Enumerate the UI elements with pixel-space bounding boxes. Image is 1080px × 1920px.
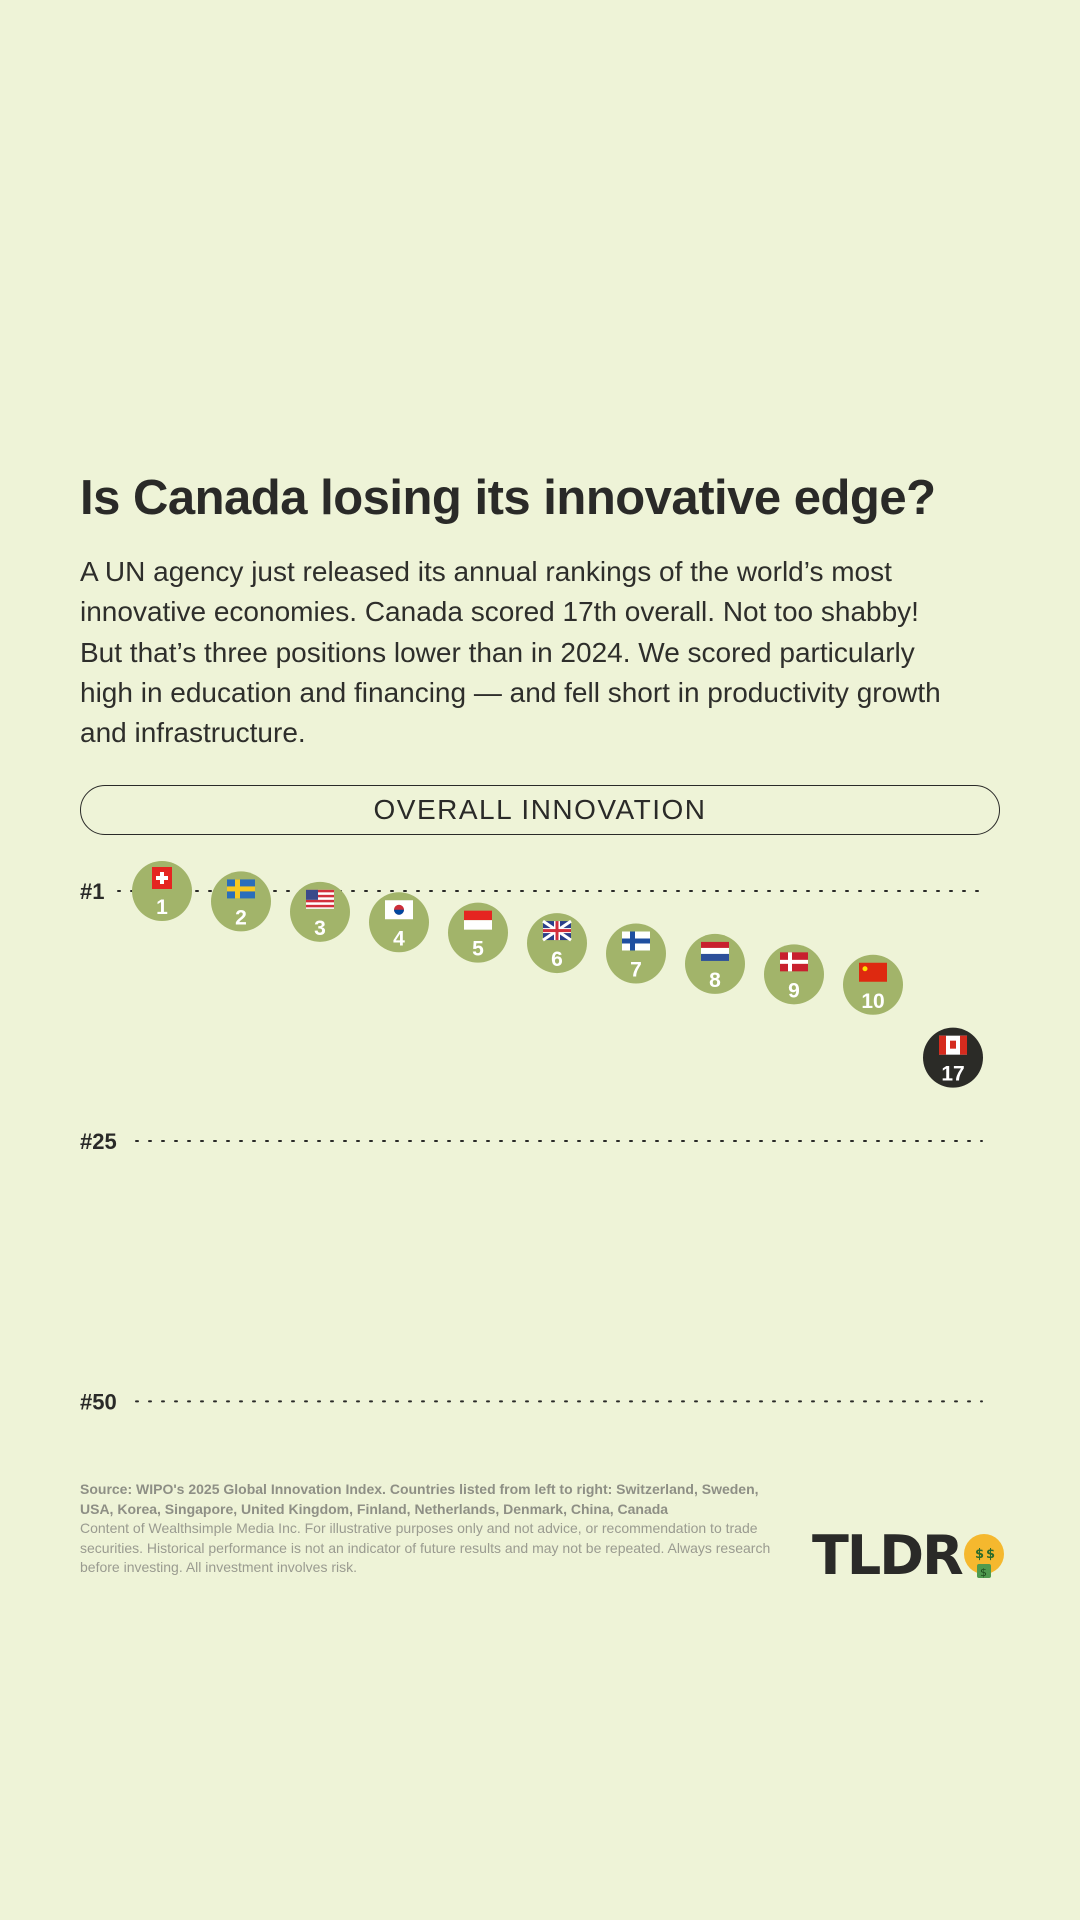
disclaimer: Content of Wealthsimple Media Inc. For i… bbox=[80, 1520, 771, 1575]
svg-text:$: $ bbox=[986, 1547, 995, 1562]
y-tick-label: #50 bbox=[80, 1389, 117, 1414]
rank-marker-korea: 4 bbox=[369, 892, 429, 953]
svg-text:$: $ bbox=[980, 1566, 987, 1579]
intro-paragraph: A UN agency just released its annual ran… bbox=[80, 556, 941, 749]
y-tick-label: #1 bbox=[80, 879, 104, 904]
rank-marker-united-kingdom: 6 bbox=[527, 913, 587, 974]
marker-circle bbox=[685, 933, 745, 994]
marker-circle bbox=[132, 861, 192, 921]
ranking-chart: #1 #25 #50 1 2 3 4 5 6 7 8 9 10 17 bbox=[80, 861, 983, 1414]
tldr-logo: TLDR $ $ $ bbox=[812, 1524, 1006, 1587]
flag-ch-icon bbox=[152, 867, 172, 889]
chart-title: OVERALL INNOVATION bbox=[80, 785, 1000, 835]
marker-circle bbox=[764, 944, 824, 1005]
rank-marker-singapore: 5 bbox=[448, 902, 508, 963]
flag-sg-icon bbox=[464, 910, 492, 930]
logo-text: TLDR bbox=[812, 1524, 964, 1587]
flag-cn-icon bbox=[859, 962, 887, 982]
rank-marker-sweden: 2 bbox=[211, 871, 271, 932]
flag-fi-icon bbox=[622, 931, 650, 951]
flag-nl-icon bbox=[701, 941, 729, 961]
rank-marker-netherlands: 8 bbox=[685, 933, 745, 994]
rank-label: 10 bbox=[861, 990, 884, 1013]
y-tick-label: #25 bbox=[80, 1129, 117, 1154]
rank-label: 2 bbox=[235, 906, 247, 929]
rank-marker-usa: 3 bbox=[290, 881, 350, 942]
rank-label: 8 bbox=[709, 969, 721, 992]
marker-circle bbox=[290, 881, 350, 942]
rank-marker-switzerland: 1 bbox=[132, 861, 192, 921]
gridline-25: #25 bbox=[80, 1129, 983, 1154]
rank-label: 3 bbox=[314, 917, 326, 940]
page-title: Is Canada losing its innovative edge? bbox=[80, 471, 936, 525]
footer: Source: WIPO's 2025 Global Innovation In… bbox=[80, 1480, 780, 1578]
flag-us-icon bbox=[306, 889, 334, 909]
rank-label: 5 bbox=[472, 938, 484, 961]
rank-label: 17 bbox=[941, 1063, 964, 1086]
marker-circle bbox=[843, 954, 903, 1015]
rank-marker-finland: 7 bbox=[606, 923, 666, 984]
svg-text:$: $ bbox=[975, 1547, 984, 1562]
marker-circle bbox=[211, 871, 271, 932]
marker-circle bbox=[369, 892, 429, 953]
rank-label: 1 bbox=[156, 896, 168, 919]
marker-circle bbox=[923, 1027, 983, 1088]
rank-marker-china: 10 bbox=[843, 954, 903, 1015]
source-note: Source: WIPO's 2025 Global Innovation In… bbox=[80, 1481, 759, 1517]
flag-gb-icon bbox=[542, 919, 572, 942]
rank-marker-canada: 17 bbox=[923, 1027, 983, 1088]
rank-label: 6 bbox=[551, 948, 563, 971]
flag-se-icon bbox=[227, 879, 255, 899]
flag-kr-icon bbox=[385, 900, 413, 920]
marker-circle bbox=[606, 923, 666, 984]
flag-dk-icon bbox=[780, 952, 808, 972]
rank-label: 9 bbox=[788, 979, 800, 1002]
rank-label: 4 bbox=[393, 927, 405, 950]
flag-ca-icon bbox=[939, 1035, 967, 1055]
marker-circle bbox=[527, 913, 587, 974]
marker-circle bbox=[448, 902, 508, 963]
money-mouth-face-icon: $ $ $ bbox=[963, 1533, 1004, 1579]
gridline-50: #50 bbox=[80, 1389, 983, 1414]
rank-marker-denmark: 9 bbox=[764, 944, 824, 1005]
rank-label: 7 bbox=[630, 959, 642, 982]
